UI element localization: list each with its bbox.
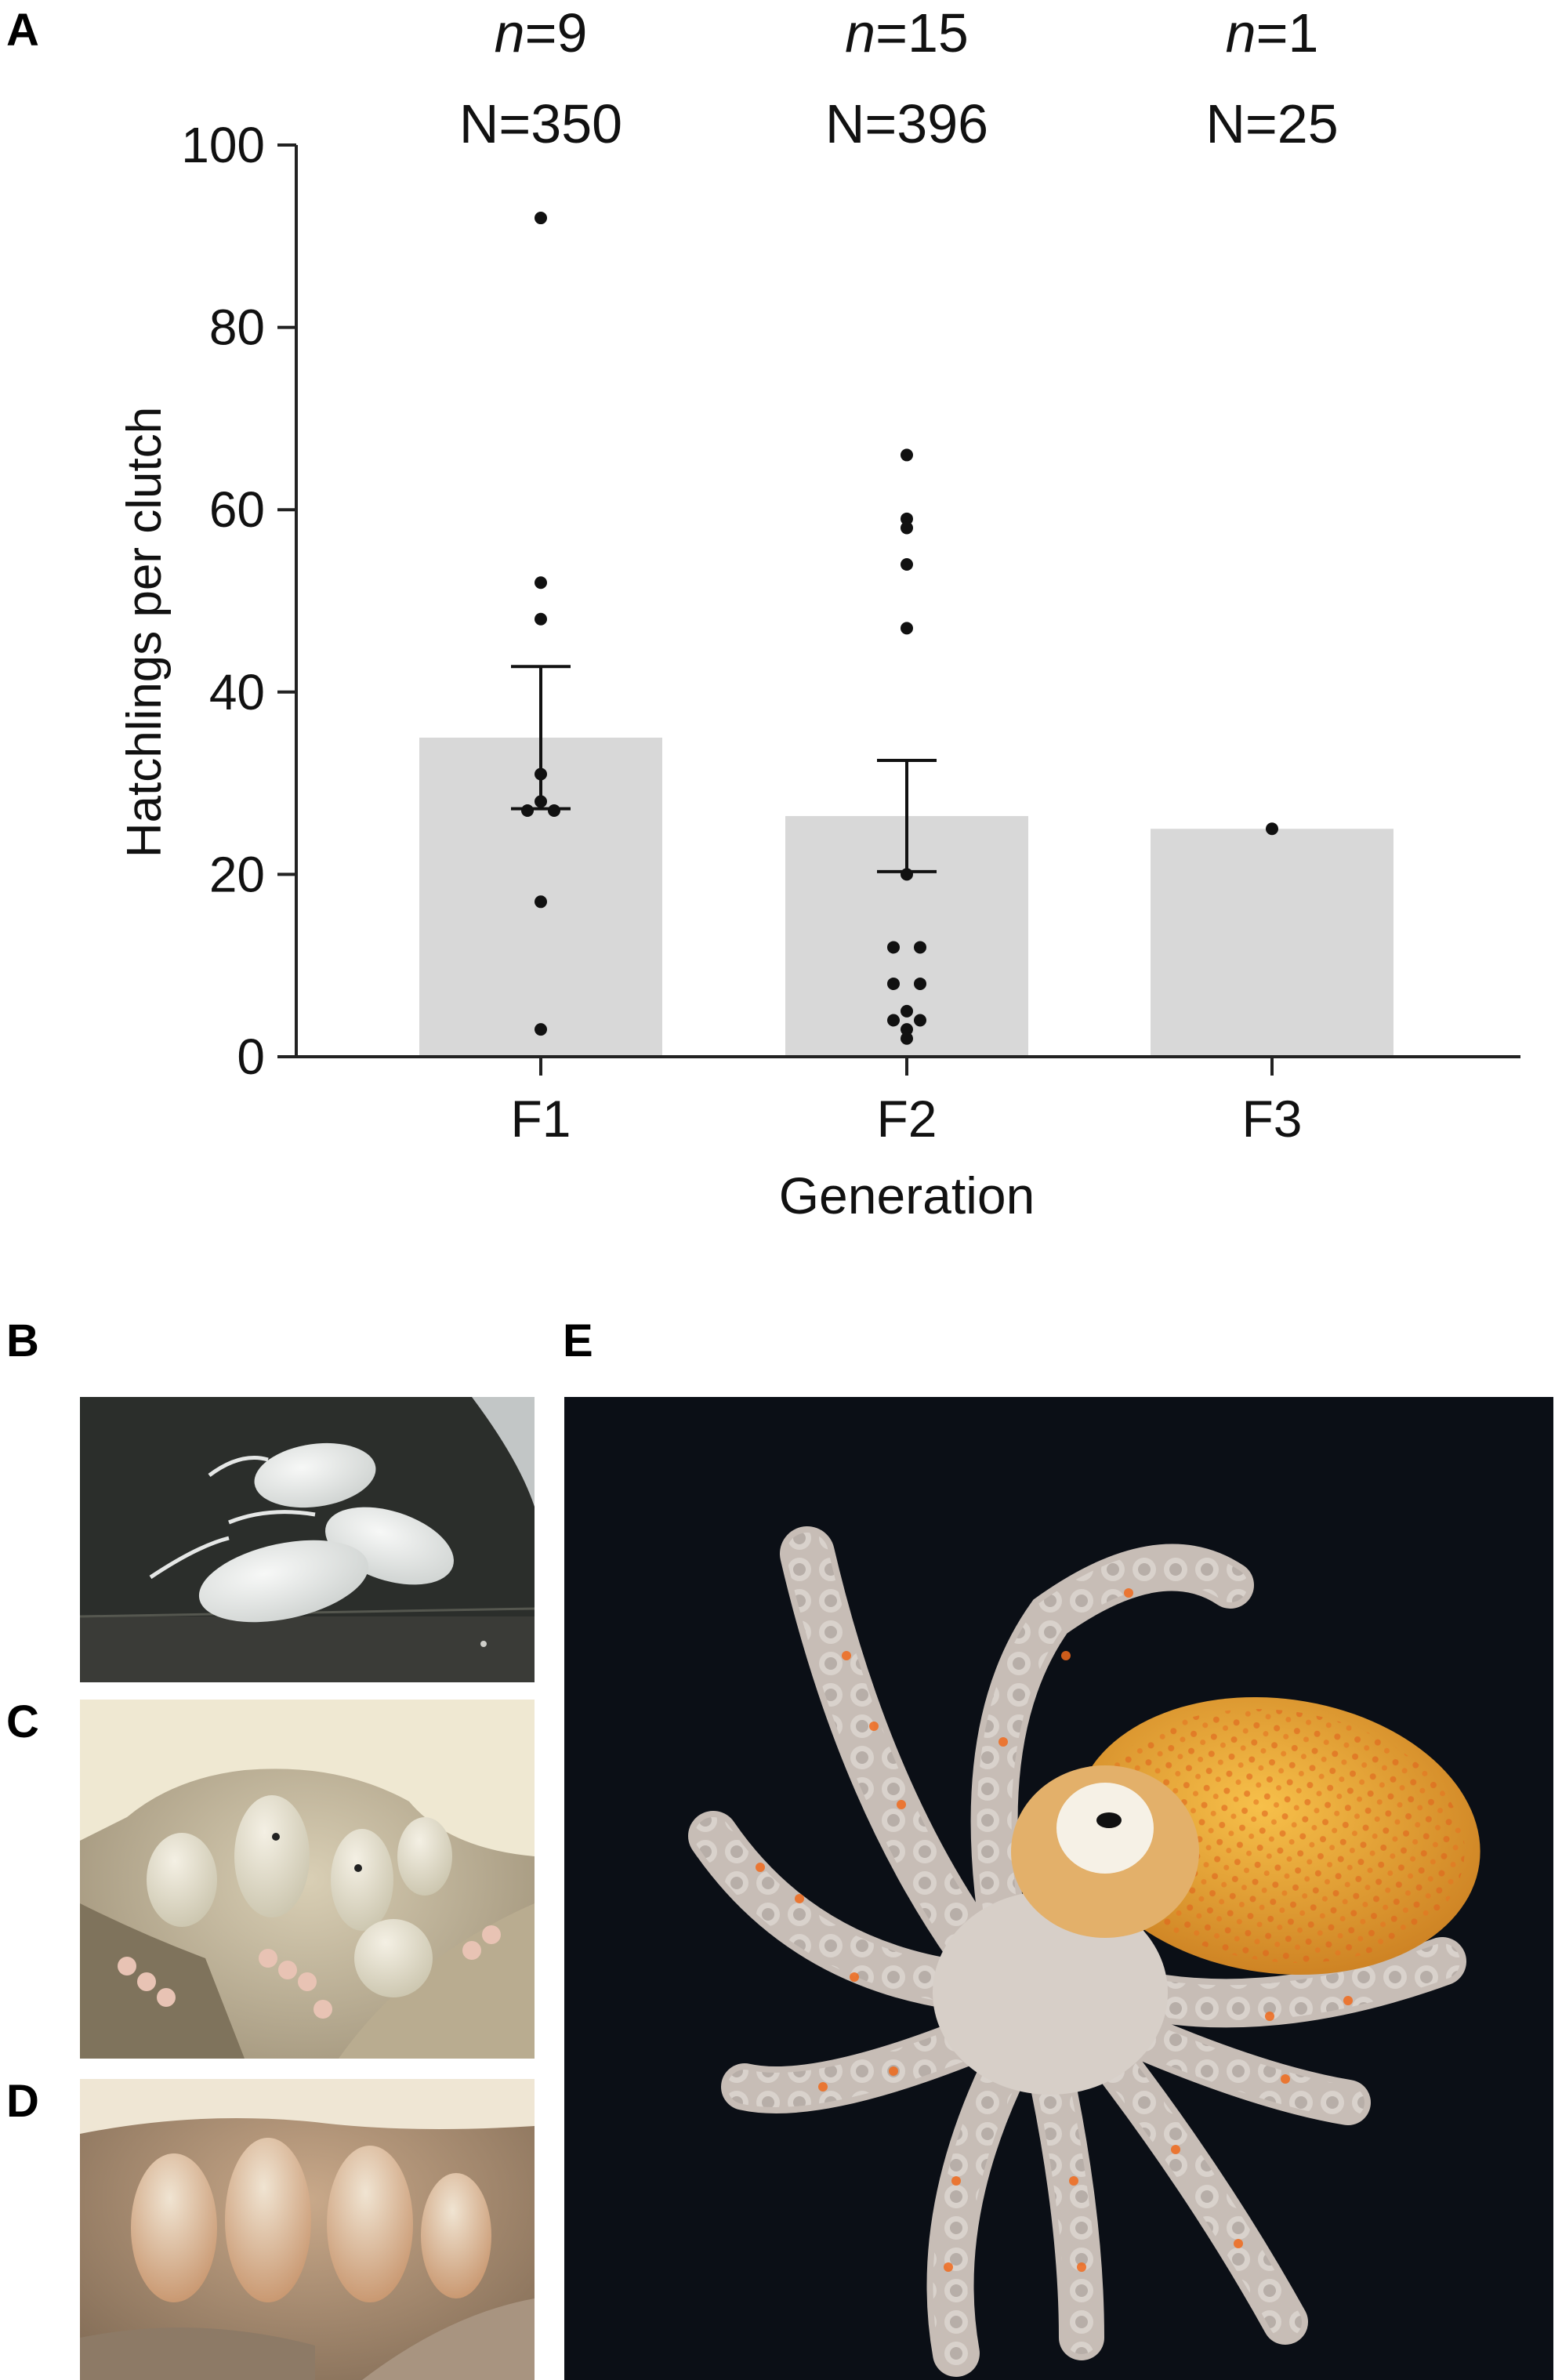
data-point-F2 — [887, 977, 900, 990]
y-axis-label: Hatchlings per clutch — [118, 407, 172, 858]
data-point-F2 — [887, 1014, 900, 1027]
data-point-F1 — [535, 576, 547, 590]
panel-letter-d: D — [6, 2076, 39, 2127]
data-point-F1 — [535, 795, 547, 808]
group-n-label-F3: n=1 — [1226, 2, 1319, 63]
y-tick-label: 40 — [209, 664, 265, 720]
group-N-label-F2: N=396 — [825, 93, 988, 154]
panel-letter-a: A — [6, 5, 39, 56]
y-tick-label: 100 — [181, 117, 265, 173]
data-point-F2 — [914, 977, 926, 990]
data-point-F1 — [535, 767, 547, 781]
panel-letter-c: C — [6, 1696, 39, 1747]
photo-octopus-e — [564, 1397, 1553, 2380]
photo-eggs-d — [80, 2079, 535, 2380]
x-axis-label: Generation — [779, 1166, 1035, 1224]
x-tick-label-F1: F1 — [510, 1090, 571, 1148]
bar-chart: 0 20 40 60 80 100 F1 F2 F3 Generation Hatchlings … — [118, 2, 1520, 1224]
photo-eggs-c — [80, 1700, 535, 2059]
group-N-label-F1: N=350 — [459, 93, 622, 154]
x-tick-label-F3: F3 — [1241, 1090, 1302, 1148]
data-point-F2 — [901, 557, 913, 571]
data-point-F2 — [914, 1014, 926, 1027]
data-point-F2 — [901, 1004, 913, 1018]
group-N-label-F3: N=25 — [1205, 93, 1338, 154]
data-point-F2 — [901, 868, 913, 881]
data-point-F1 — [535, 612, 547, 626]
data-point-F1 — [535, 1023, 547, 1036]
error-bars-layer — [511, 665, 937, 873]
data-point-F2 — [901, 1023, 913, 1036]
data-point-F2 — [887, 941, 900, 954]
data-point-F2 — [914, 941, 926, 954]
y-tick-label: 80 — [209, 299, 265, 356]
data-point-F1 — [535, 895, 547, 909]
data-point-F2 — [901, 521, 913, 535]
group-n-label-F1: n=9 — [495, 2, 588, 63]
photo-eggs-b — [80, 1397, 535, 1682]
data-point-F2 — [901, 512, 913, 525]
data-point-F1 — [521, 804, 534, 817]
data-point-F2 — [901, 448, 913, 462]
x-tick-label-F2: F2 — [876, 1090, 937, 1148]
y-tick-label: 20 — [209, 846, 265, 902]
points-layer — [521, 212, 1278, 1045]
panel-letter-e: E — [563, 1315, 593, 1366]
data-point-F2 — [901, 622, 913, 635]
error-bar-F1 — [511, 665, 571, 811]
data-point-F2 — [901, 1032, 913, 1045]
group-n-label-F2: n=15 — [845, 2, 969, 63]
data-point-F1 — [548, 804, 560, 817]
axes-layer: 0 20 40 60 80 100 F1 F2 F3 — [181, 117, 1520, 1148]
y-tick-label: 0 — [237, 1029, 265, 1085]
labels-layer: Generation Hatchlings per clutch n=9 N=350 n… — [118, 2, 1339, 1224]
data-point-F1 — [535, 212, 547, 225]
y-tick-label: 60 — [209, 481, 265, 538]
bar-F3 — [1151, 829, 1393, 1057]
panel-letter-b: B — [6, 1315, 39, 1366]
data-point-F3 — [1266, 822, 1278, 836]
